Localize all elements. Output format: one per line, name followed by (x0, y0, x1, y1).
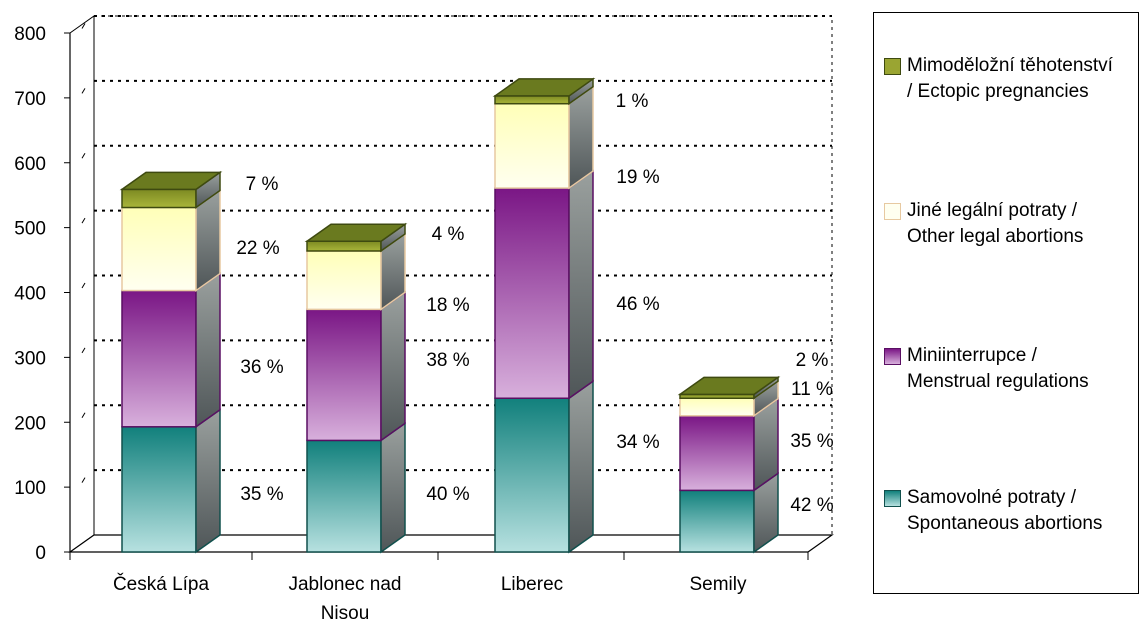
bar-segment (306, 439, 382, 553)
bar-segment (121, 289, 197, 428)
legend-label: Mimoděložní těhotenství / Ectopic pregnan… (907, 55, 1113, 102)
wall-tick (81, 412, 86, 419)
side-wall (69, 15, 95, 553)
legend-swatch (884, 348, 901, 365)
bar-top (492, 78, 596, 97)
bar-segment (494, 397, 570, 553)
y-tick-label: 400 (14, 284, 46, 305)
bar-segment (494, 187, 570, 399)
bar-segment (306, 250, 382, 311)
bar-segment (679, 489, 755, 553)
legend-item: Jiné legální potraty / Other legal aborti… (884, 198, 1083, 250)
x-tick-label: Liberec (501, 574, 563, 595)
legend-item: Mimoděložní těhotenství / Ectopic pregnan… (884, 53, 1113, 105)
legend-swatch (884, 203, 901, 220)
bar-segment (679, 415, 755, 492)
bar-segment (494, 102, 570, 189)
data-label: 46 % (616, 294, 659, 315)
legend-swatch (884, 58, 901, 75)
bar-segment-side (195, 272, 221, 429)
wall-tick (81, 477, 86, 483)
legend-item: Miniinterrupce / Menstrual regulations (884, 343, 1089, 395)
data-label: 18 % (426, 295, 469, 316)
data-label: 2 % (796, 350, 829, 371)
data-label: 19 % (616, 167, 659, 188)
stacked-bar-chart: 0 100 200 300 400 500 600 700 800 35 % 40 % 34 % 42… (14, 15, 834, 624)
y-tick-label: 700 (14, 89, 46, 110)
bar-segment (121, 426, 197, 553)
data-label: 11 % (791, 379, 833, 400)
x-tick-label: Jablonec nad (288, 574, 401, 595)
data-label: 4 % (432, 224, 465, 245)
bar-top (677, 376, 781, 396)
data-label: 35 % (240, 484, 283, 505)
bar-segment (306, 240, 382, 252)
bar-segment-side (380, 421, 406, 554)
wall-tick (81, 23, 86, 29)
wall-tick (81, 152, 86, 159)
bar-segment (306, 308, 382, 442)
bar-segment (494, 95, 570, 105)
y-tick-label: 300 (14, 348, 46, 369)
bar-segment (121, 206, 197, 292)
bar-segment-side (568, 169, 594, 400)
bar-segment-side (568, 379, 594, 554)
data-label: 7 % (246, 174, 279, 195)
data-label: 38 % (426, 350, 469, 371)
wall-tick (81, 217, 86, 224)
legend-item: Samovolné potraty / Spontaneous abortions (884, 485, 1102, 537)
data-label: 1 % (616, 91, 649, 112)
data-label: 40 % (426, 484, 469, 505)
data-label: 36 % (240, 357, 283, 378)
wall-tick (81, 282, 86, 289)
data-label: 35 % (790, 431, 833, 452)
wall-tick (81, 347, 86, 354)
legend-swatch (884, 490, 901, 507)
x-tick-label: Semily (689, 574, 747, 595)
legend-label: Samovolné potraty / Spontaneous abortions (907, 487, 1103, 534)
bar-segment-side (380, 290, 406, 442)
bar-segment (679, 397, 755, 417)
x-tick-label: Nisou (321, 603, 370, 624)
legend-label: Miniinterrupce / Menstrual regulations (907, 345, 1089, 392)
y-tick-label: 100 (14, 478, 46, 499)
bar-segment (121, 188, 197, 209)
bar-top (119, 171, 223, 191)
data-label: 22 % (236, 238, 279, 259)
y-tick-label: 500 (14, 219, 46, 240)
legend: Mimoděložní těhotenství / Ectopic pregnan… (873, 12, 1139, 594)
x-tick-label: Česká Lípa (113, 573, 210, 595)
y-tick-label: 200 (14, 413, 46, 434)
bar-segment-side (195, 408, 221, 554)
y-tick-label: 0 (35, 543, 46, 564)
data-label: 34 % (616, 432, 659, 453)
y-tick-label: 800 (14, 24, 46, 45)
legend-label: Jiné legální potraty / Other legal aborti… (907, 200, 1084, 247)
data-label: 42 % (790, 495, 833, 516)
y-tick-label: 600 (14, 154, 46, 175)
bar-top (304, 223, 408, 242)
wall-tick (81, 88, 86, 94)
